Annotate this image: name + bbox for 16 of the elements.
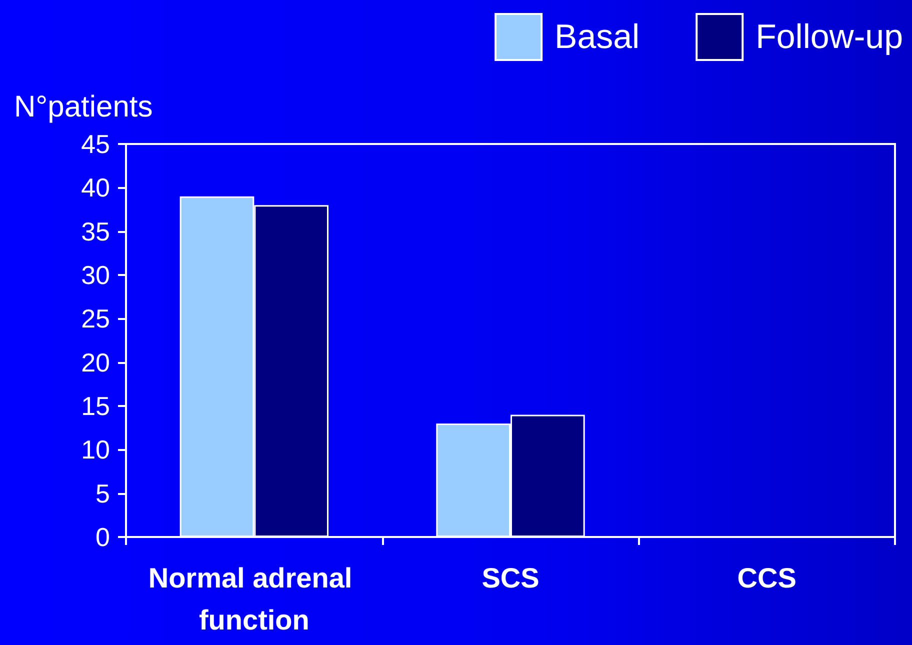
y-tick-label: 25 <box>81 304 110 334</box>
y-tick-label: 10 <box>81 434 110 465</box>
y-tick-label: 5 <box>96 478 110 508</box>
y-tick-label: 40 <box>81 172 110 203</box>
y-tick-label: 35 <box>81 216 110 246</box>
y-tick-label: 20 <box>81 347 110 378</box>
y-tick-label: 45 <box>81 129 110 159</box>
y-tick-label: 30 <box>81 260 110 290</box>
x-tick-label: Normal adrenal function <box>148 562 360 636</box>
y-tick-label: 15 <box>81 391 110 421</box>
y-tick-label: 0 <box>96 522 110 552</box>
legend-label: Basal <box>554 18 640 56</box>
x-tick-label: CCS <box>737 562 796 594</box>
x-tick-label: SCS <box>482 562 540 594</box>
legend-label: Follow-up <box>756 18 903 56</box>
y-axis-title: N°patients <box>14 90 153 124</box>
